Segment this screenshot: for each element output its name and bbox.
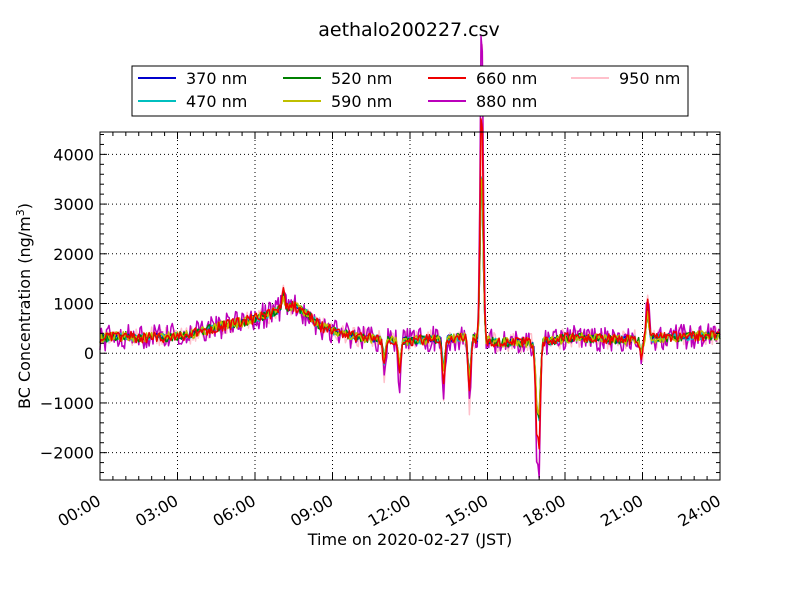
y-tick-label: 1000 [53,295,94,314]
x-tick-label: 09:00 [287,491,336,531]
y-tick-label: 4000 [53,145,94,164]
x-tick-label: 00:00 [55,491,104,531]
legend-label: 590 nm [331,92,392,111]
x-tick-label: 12:00 [365,491,414,531]
x-tick-label: 18:00 [520,491,569,531]
y-tick-label: −2000 [40,444,94,463]
legend-label: 470 nm [186,92,247,111]
y-tick-label: 2000 [53,245,94,264]
x-tick-label: 21:00 [597,491,646,531]
legend-label: 370 nm [186,69,247,88]
y-tick-label: 3000 [53,195,94,214]
legend-label: 660 nm [476,69,537,88]
legend: 370 nm 470 nm 520 nm 590 nm 660 nm 880 nm 950 … [131,65,689,117]
x-tick-label: 24:00 [675,491,724,531]
legend-box [131,65,689,117]
x-axis-label: Time on 2020-02-27 (JST) [307,530,512,549]
grid-lines [100,132,720,480]
x-tick-label: 15:00 [442,491,491,531]
y-tick-label: −1000 [40,394,94,413]
series-line-660-nm [99,118,721,450]
legend-label: 520 nm [331,69,392,88]
x-tick-label: 06:00 [210,491,259,531]
legend-label: 880 nm [476,92,537,111]
x-tick-label: 03:00 [132,491,181,531]
legend-label: 950 nm [619,69,680,88]
y-axis-ticks: −2000 −1000 0 1000 2000 3000 4000 [40,133,720,474]
chart-title: aethalo200227.csv [318,19,500,41]
y-axis-label: BC Concentration (ng/m3) [14,203,34,409]
y-tick-label: 0 [84,344,94,363]
plot-lines [99,35,721,479]
